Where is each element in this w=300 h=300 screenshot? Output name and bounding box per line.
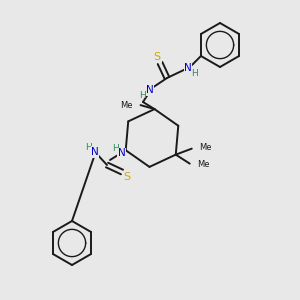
Text: N: N xyxy=(118,148,126,158)
Text: H: H xyxy=(85,142,92,152)
Text: N: N xyxy=(91,147,99,157)
Text: H: H xyxy=(192,68,198,77)
Text: Me: Me xyxy=(199,143,211,152)
Text: H: H xyxy=(140,92,146,100)
Text: H: H xyxy=(112,144,119,153)
Text: S: S xyxy=(123,172,130,182)
Text: Me: Me xyxy=(120,100,133,109)
Text: Me: Me xyxy=(197,160,209,169)
Text: N: N xyxy=(184,63,192,73)
Text: S: S xyxy=(153,52,161,62)
Text: N: N xyxy=(146,85,154,95)
